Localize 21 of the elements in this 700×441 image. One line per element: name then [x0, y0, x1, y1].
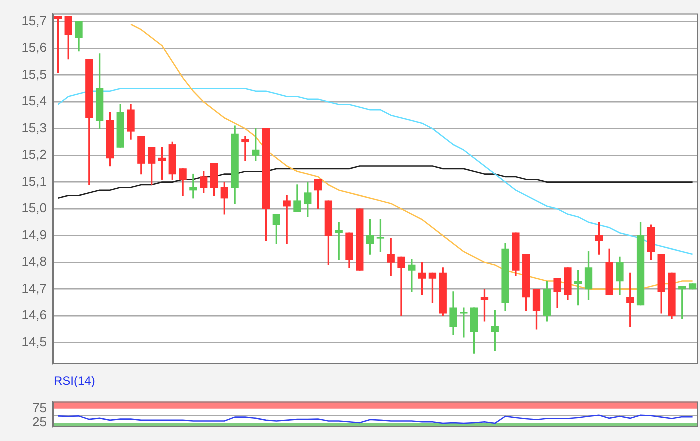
- candlestick: [398, 256, 406, 316]
- y-tick-label: 14,8: [22, 254, 47, 270]
- candlestick: [283, 195, 291, 244]
- y-tick-label: 15,0: [22, 200, 47, 216]
- chart-title: RSI(14): [54, 374, 96, 388]
- y-tick-label: 15,7: [22, 13, 47, 28]
- y-tick-label: 15,4: [22, 94, 47, 109]
- candlestick: [242, 136, 250, 162]
- y-tick-label: 15,3: [22, 120, 47, 136]
- y-tick-label: 14,7: [22, 280, 47, 296]
- candlestick: [460, 308, 468, 338]
- y-tick-label: 14,5: [22, 334, 47, 350]
- y-tick-label: 15,6: [22, 40, 47, 56]
- y-tick-label: 15,5: [22, 66, 47, 82]
- y-tick-label: 15,1: [22, 174, 47, 189]
- y-tick-label: 15,2: [22, 147, 47, 162]
- y-tick-label: 14,6: [22, 308, 47, 323]
- y-tick-label: 14,9: [22, 227, 47, 242]
- candlestick: [190, 174, 198, 199]
- y-tick-label: 75: [32, 400, 47, 416]
- y-tick-label: 25: [32, 414, 47, 430]
